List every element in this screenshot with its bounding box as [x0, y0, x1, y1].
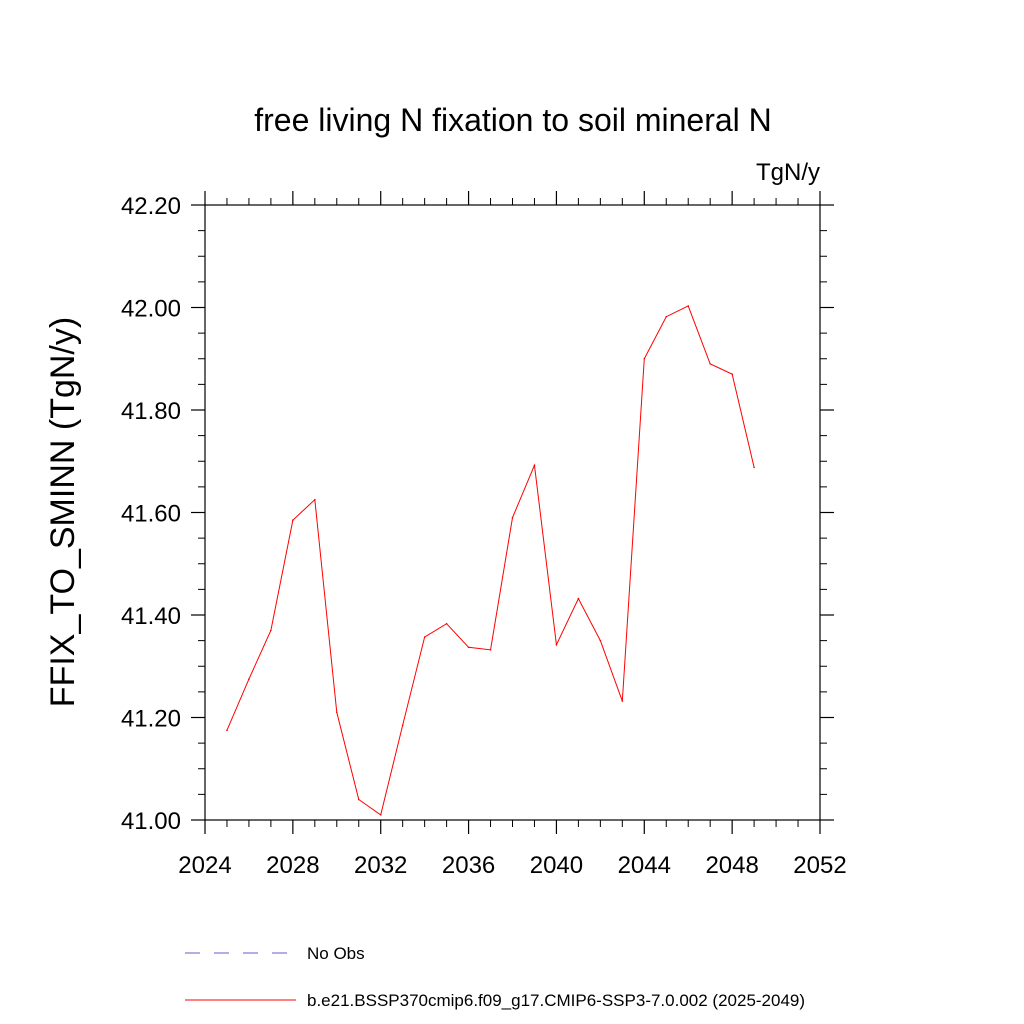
- data-point: [709, 363, 711, 365]
- y-tick-label: 41.60: [121, 501, 181, 528]
- data-point: [357, 798, 360, 801]
- data-point: [292, 519, 294, 521]
- y-tick-label: 42.20: [121, 193, 181, 220]
- data-point: [379, 814, 382, 816]
- y-axis-title: FFIX_TO_SMINN (TgN/y): [44, 317, 82, 707]
- series-line: [226, 305, 755, 816]
- data-point: [599, 639, 602, 642]
- x-tick-label: 2024: [178, 852, 231, 879]
- x-tick-label: 2052: [793, 852, 846, 879]
- data-point: [248, 678, 250, 680]
- data-point: [335, 711, 338, 714]
- y-tick-label: 41.40: [121, 603, 181, 630]
- data-point: [753, 466, 755, 469]
- data-point: [533, 464, 536, 467]
- units-label: TgN/y: [756, 159, 820, 186]
- data-point: [577, 597, 580, 600]
- axis-ticks: 2024 2028 2032 2036 2040 2044 2048 2052 41.00 41.…: [121, 191, 847, 879]
- x-tick-label: 2028: [266, 852, 319, 879]
- plot-frame: [204, 204, 821, 821]
- data-point: [489, 649, 492, 651]
- data-point: [643, 357, 646, 360]
- data-point: [423, 636, 426, 638]
- x-tick-label: 2036: [442, 852, 495, 879]
- x-tick-label: 2032: [354, 852, 407, 879]
- y-tick-label: 42.00: [121, 296, 181, 323]
- y-tick-label: 41.00: [121, 808, 181, 835]
- data-point: [445, 622, 448, 625]
- data-point: [467, 646, 470, 649]
- x-tick-label: 2048: [705, 852, 758, 879]
- series-layer: [226, 305, 755, 816]
- legend-label: b.e21.BSSP370cmip6.f09_g17.CMIP6-SSP3-7.…: [307, 991, 805, 1010]
- x-tick-label: 2040: [530, 852, 583, 879]
- data-point: [511, 516, 514, 519]
- data-point: [687, 305, 690, 307]
- y-tick-label: 41.20: [121, 706, 181, 733]
- data-point: [621, 700, 624, 702]
- data-point: [401, 724, 404, 726]
- legend-label: No Obs: [307, 944, 365, 963]
- chart-title: free living N fixation to soil mineral N: [254, 102, 772, 138]
- data-point: [270, 629, 272, 632]
- data-point: [731, 373, 733, 375]
- legend: No Obs b.e21.BSSP370cmip6.f09_g17.CMIP6-S…: [185, 944, 805, 1010]
- y-tick-label: 41.80: [121, 398, 181, 425]
- data-point: [665, 315, 668, 318]
- x-tick-label: 2044: [618, 852, 671, 879]
- data-point: [226, 729, 228, 732]
- data-point: [314, 498, 316, 501]
- data-point: [555, 643, 558, 646]
